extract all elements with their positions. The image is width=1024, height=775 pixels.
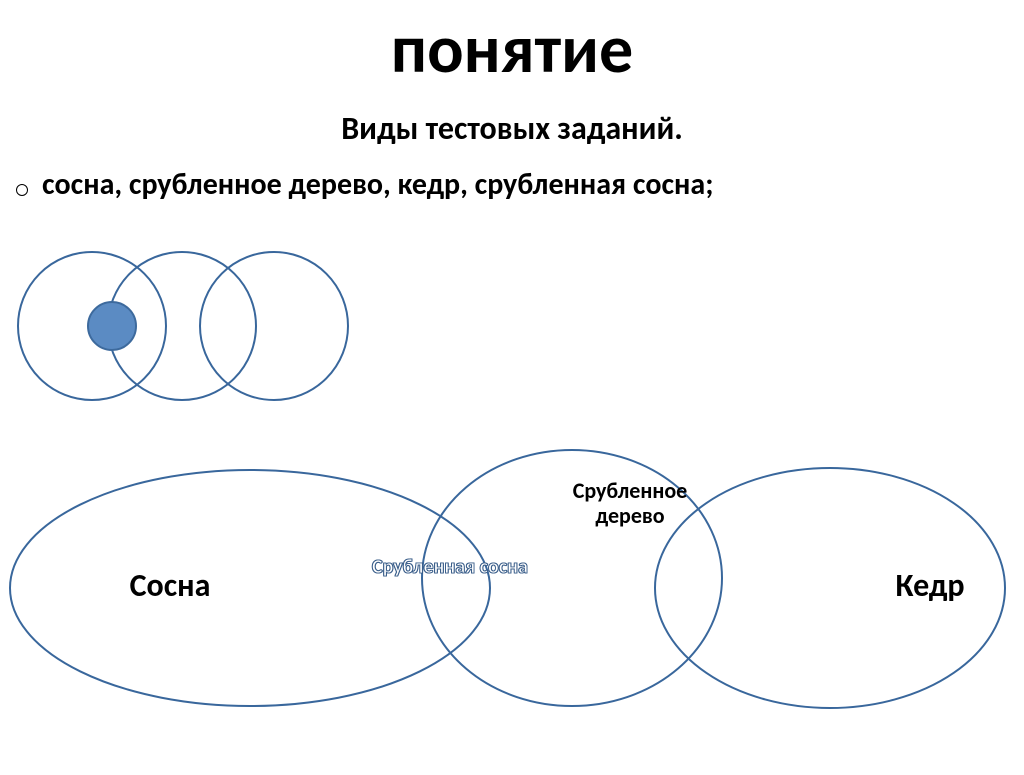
label-sosna: Сосна <box>100 568 240 605</box>
small-circle-3 <box>200 252 348 400</box>
label-srub-sosna-text: Срубленная сосна <box>372 555 528 579</box>
venn-ellipse-sosna <box>10 470 490 706</box>
venn-diagram <box>0 8 1024 775</box>
label-sosna-text: Сосна <box>130 566 211 605</box>
label-srub-derevo-text: Срубленное дерево <box>573 477 688 529</box>
label-srub-sosna: Срубленная сосна <box>370 556 530 579</box>
small-filled-dot <box>88 302 136 350</box>
label-kedr-text: Кедр <box>895 566 964 605</box>
label-srub-derevo: Срубленное дерево <box>545 478 715 529</box>
label-kedr: Кедр <box>870 568 990 605</box>
